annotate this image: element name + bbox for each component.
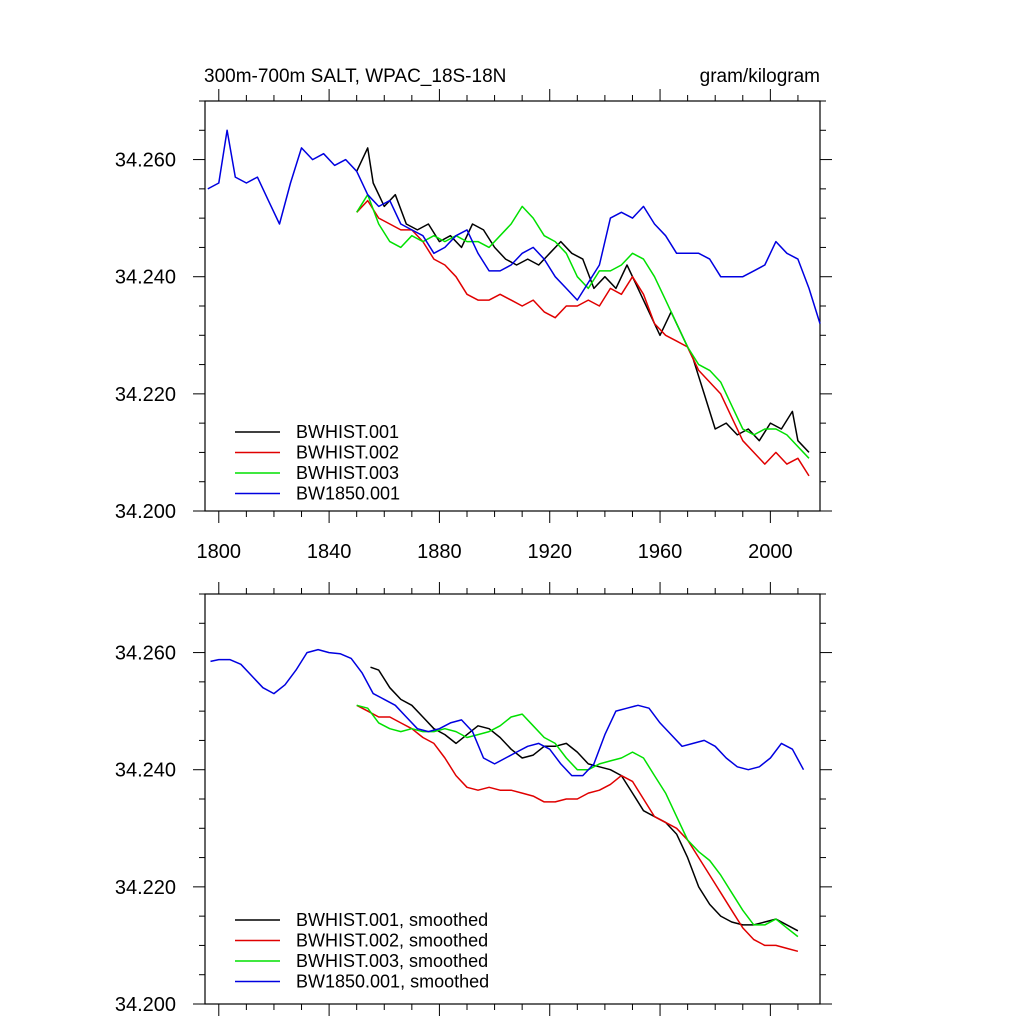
y-tick-label: 34.260 xyxy=(115,150,176,172)
bottom-panel: 34.200 34.220 34.240 34.260 BWHIST.001, smoo… xyxy=(115,582,832,1016)
series-line xyxy=(210,648,805,777)
legend-label: BW1850.001, smoothed xyxy=(296,972,489,992)
legend-label: BWHIST.003, smoothed xyxy=(296,951,488,971)
top-panel: 34.200 34.220 34.240 34.260 1800 1840 1880 1920… xyxy=(115,89,832,563)
x-tick-label: 1920 xyxy=(527,541,572,563)
series-line xyxy=(370,666,799,932)
series-line xyxy=(356,704,799,938)
legend-label: BWHIST.001, smoothed xyxy=(296,910,488,930)
x-tick-label: 1800 xyxy=(197,541,242,563)
y-tick-label: 34.220 xyxy=(115,384,176,406)
y-tick-label: 34.260 xyxy=(115,643,176,665)
legend-label: BWHIST.002, smoothed xyxy=(296,931,488,951)
legend-label: BWHIST.001 xyxy=(296,422,399,442)
series-line xyxy=(356,704,799,953)
legend-label: BWHIST.003 xyxy=(296,463,399,483)
series-line xyxy=(207,129,821,324)
y-tick-label: 34.240 xyxy=(115,267,176,289)
legend-label: BW1850.001 xyxy=(296,484,400,504)
y-tick-label: 34.240 xyxy=(115,760,176,782)
legend-label: BWHIST.002 xyxy=(296,443,399,463)
chart-title: 300m-700m SALT, WPAC_18S-18N xyxy=(204,66,506,87)
series-line xyxy=(356,199,810,477)
series-line xyxy=(356,193,810,459)
units-label: gram/kilogram xyxy=(700,66,820,87)
series-line xyxy=(356,147,810,453)
y-tick-label: 34.220 xyxy=(115,877,176,899)
x-tick-label: 1960 xyxy=(638,541,683,563)
y-tick-label: 34.200 xyxy=(115,501,176,523)
x-tick-label: 2000 xyxy=(748,541,793,563)
x-tick-label: 1880 xyxy=(417,541,462,563)
x-tick-label: 1840 xyxy=(307,541,352,563)
y-tick-label: 34.200 xyxy=(115,994,176,1016)
